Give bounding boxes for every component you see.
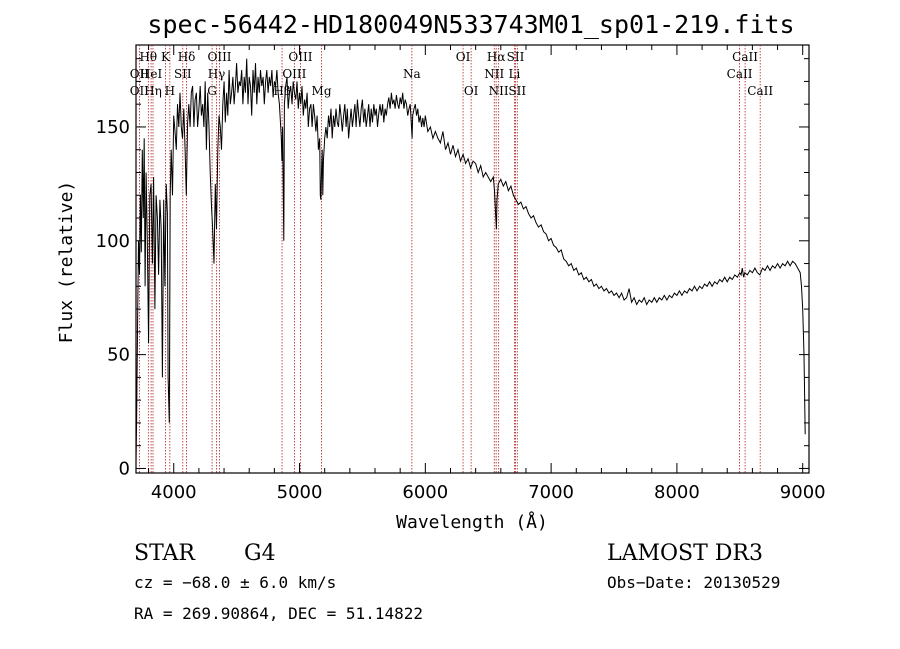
spectral-line-label: OIII bbox=[288, 50, 312, 64]
x-tick-label: 5000 bbox=[277, 482, 323, 503]
object-subclass: G4 bbox=[244, 541, 276, 566]
redshift-cz: cz = −68.0 ± 6.0 km/s bbox=[134, 573, 336, 592]
spectral-line-label: H bbox=[165, 84, 175, 98]
spectral-line-label: NII bbox=[484, 67, 504, 81]
axis-ticks bbox=[136, 45, 809, 473]
chart-title: spec-56442-HD180049N533743M01_sp01-219.f… bbox=[147, 10, 794, 39]
x-tick-label: 9000 bbox=[780, 482, 826, 503]
spectral-line-label: Na bbox=[403, 67, 421, 81]
spectral-line-label: CaII bbox=[732, 50, 758, 64]
spectral-line-label: K bbox=[161, 50, 171, 64]
spectral-line-label: OII bbox=[130, 67, 150, 81]
spectral-line-label: NII bbox=[489, 84, 509, 98]
spectral-line-label: HeI bbox=[140, 67, 163, 81]
spectral-line-label: CaII bbox=[727, 67, 753, 81]
spectral-line-label: Hα bbox=[487, 50, 506, 64]
spectral-line-label: Hθ bbox=[139, 50, 157, 64]
object-class: STAR bbox=[134, 541, 196, 566]
y-axis-label: Flux (relative) bbox=[56, 181, 77, 344]
spectral-line-label: CaII bbox=[747, 84, 773, 98]
spectral-line-label: SII bbox=[507, 50, 525, 64]
plot-frame bbox=[135, 44, 810, 474]
spectral-line-label: OI bbox=[464, 84, 479, 98]
y-tick-label: 150 bbox=[96, 117, 130, 138]
spectral-line-label: SII bbox=[508, 84, 526, 98]
spectral-line-label: OII bbox=[130, 84, 150, 98]
spectral-line-label: Hδ bbox=[178, 50, 196, 64]
ra-dec-coordinates: RA = 269.90864, DEC = 51.14822 bbox=[134, 604, 423, 623]
spectrum-series-line bbox=[135, 58, 806, 462]
spectral-line-label: OIII bbox=[207, 50, 231, 64]
spectral-line-label: Li bbox=[508, 67, 520, 81]
y-tick-label: 0 bbox=[119, 458, 130, 479]
spectral-line-label: Hη bbox=[144, 84, 162, 98]
x-axis-label: Wavelength (Å) bbox=[396, 511, 548, 533]
survey-name: LAMOST DR3 bbox=[607, 541, 763, 566]
spectral-line-label: SII bbox=[174, 67, 192, 81]
x-tick-label: 7000 bbox=[528, 482, 574, 503]
y-tick-label: 50 bbox=[107, 345, 130, 366]
spectral-line-label: Hγ bbox=[208, 67, 226, 81]
axis-tick-labels: 4000 5000 6000 7000 8000 9000 0 50 100 150 bbox=[96, 117, 826, 503]
y-tick-label: 100 bbox=[96, 231, 130, 252]
spectral-line-label: OI bbox=[456, 50, 471, 64]
spectral-line-label: Mg bbox=[312, 84, 332, 98]
observation-date: Obs−Date: 20130529 bbox=[607, 573, 780, 592]
spectral-line-markers bbox=[138, 45, 761, 473]
spectral-line-label: OIII bbox=[282, 67, 306, 81]
x-tick-label: 4000 bbox=[151, 482, 197, 503]
x-tick-label: 6000 bbox=[402, 482, 448, 503]
spectral-line-label: G bbox=[207, 84, 217, 98]
x-tick-label: 8000 bbox=[654, 482, 700, 503]
